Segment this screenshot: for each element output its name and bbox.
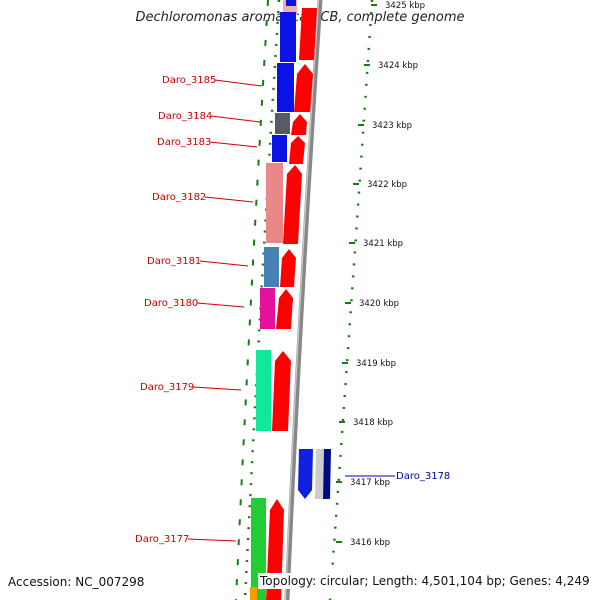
- dotted-rings: [235, 0, 374, 600]
- gene-label-daro-3185[interactable]: Daro_3185: [162, 75, 216, 86]
- gene-label-daro-3181[interactable]: Daro_3181: [147, 256, 201, 267]
- block-3182: [266, 163, 283, 243]
- scale-tick-label: 3418 kbp: [353, 418, 393, 428]
- gene-label-daro-3178[interactable]: Daro_3178: [396, 471, 450, 482]
- gene-label-daro-3182[interactable]: Daro_3182: [152, 192, 206, 203]
- cds-arrow-7: [276, 289, 293, 329]
- block-3185: [280, 12, 296, 62]
- gene-leader-line: [196, 302, 245, 308]
- gene-block-top-blue: [286, 0, 296, 6]
- dotted-ring-right: [328, 0, 374, 600]
- block-3183: [272, 135, 287, 162]
- block-3184: [275, 113, 290, 134]
- scale-tick-label: 3424 kbp: [378, 61, 418, 71]
- genome-backbone-highlight: [284, 0, 320, 600]
- block-3177-orange: [250, 587, 257, 600]
- cds-arrow-6: [280, 249, 296, 287]
- gene-label-daro-3177[interactable]: Daro_3177: [135, 534, 189, 545]
- right-gene-navy: [323, 449, 331, 499]
- scale-tick-label: 3417 kbp: [350, 478, 390, 488]
- gene-leader-line: [187, 538, 237, 542]
- scale-tick-label: 3422 kbp: [367, 180, 407, 190]
- block-3181: [264, 247, 279, 287]
- scale-tick-label: 3425 kbp: [385, 1, 425, 11]
- gene-leader-line: [192, 386, 242, 391]
- cds-arrow-1: [299, 8, 317, 60]
- gene-leader-line: [214, 79, 263, 87]
- gene-label-daro-3183[interactable]: Daro_3183: [157, 137, 211, 148]
- scale-labels: 3425 kbp 3424 kbp 3423 kbp 3422 kbp 3421 kbp…: [336, 1, 425, 548]
- topology-label: Topology: circular; Length: 4,501,104 bp…: [258, 573, 592, 589]
- gene-leader-line: [204, 196, 254, 203]
- scale-tick-label: 3416 kbp: [350, 538, 390, 548]
- block-3179: [256, 350, 271, 431]
- scale-tick-label: 3419 kbp: [356, 359, 396, 369]
- gene-leader-line: [199, 260, 249, 267]
- block-3180: [260, 288, 275, 329]
- cds-arrow-5: [283, 165, 302, 244]
- map-title: Dechloromonas aromatica RCB, complete ge…: [135, 10, 465, 25]
- right-gene-blue: [298, 449, 313, 499]
- cds-arrow-4: [289, 136, 305, 164]
- block-3185b: [277, 63, 294, 112]
- right-gene-grey: [315, 449, 324, 499]
- gene-labels: Daro_3185 Daro_3184 Daro_3183 Daro_3182 Daro…: [135, 75, 450, 545]
- gene-label-daro-3179[interactable]: Daro_3179: [140, 382, 194, 393]
- accession-label: Accession: NC_007298: [8, 575, 145, 589]
- cds-arrow-3: [291, 114, 307, 135]
- genome-backbone: [284, 0, 323, 600]
- cds-arrow-8: [272, 351, 291, 431]
- gene-label-daro-3180[interactable]: Daro_3180: [144, 298, 198, 309]
- gene-leader-line: [210, 115, 261, 123]
- scale-tick-label: 3423 kbp: [372, 121, 412, 131]
- scale-tick-label: 3420 kbp: [359, 299, 399, 309]
- gene-label-daro-3184[interactable]: Daro_3184: [158, 111, 212, 122]
- dotted-ring-left-1: [235, 0, 269, 600]
- cds-arrow-2: [294, 64, 313, 112]
- right-strand-genes: [298, 449, 331, 499]
- gene-leader-line: [209, 141, 258, 148]
- scale-tick-label: 3421 kbp: [363, 239, 403, 249]
